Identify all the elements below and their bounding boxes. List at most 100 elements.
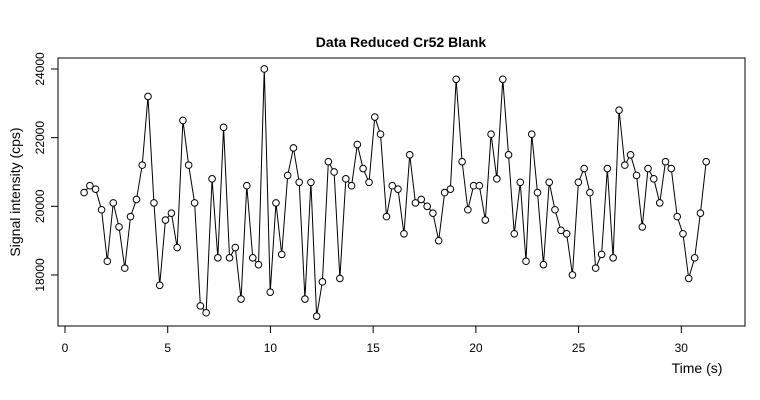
data-point <box>504 151 513 159</box>
data-point <box>91 185 100 193</box>
data-point <box>266 288 275 296</box>
data-point <box>382 212 391 221</box>
data-point <box>324 157 333 166</box>
data-point <box>208 175 216 183</box>
data-point <box>307 178 315 187</box>
data-point <box>603 164 612 173</box>
data-point <box>475 181 484 190</box>
data-point <box>103 257 112 266</box>
data-point <box>591 264 600 272</box>
x-tick-label: 5 <box>164 341 171 355</box>
x-axis-label: Time (s) <box>672 360 723 376</box>
data-point <box>690 254 699 262</box>
y-tick-label: 24000 <box>33 52 47 86</box>
data-point <box>359 164 367 173</box>
x-tick-label: 15 <box>366 341 380 355</box>
data-point <box>150 199 158 207</box>
data-point <box>120 264 129 272</box>
data-point <box>498 75 507 84</box>
y-tick-label: 20000 <box>33 189 47 223</box>
data-point <box>394 185 402 193</box>
data-point <box>481 216 490 224</box>
data-point <box>214 254 222 262</box>
data-point <box>423 202 431 211</box>
data-point <box>417 195 426 204</box>
data-point <box>365 178 373 187</box>
data-point <box>667 164 676 173</box>
x-tick-label: 10 <box>264 341 278 355</box>
data-point <box>86 181 94 190</box>
data-point <box>644 164 652 173</box>
data-point <box>458 157 466 166</box>
data-point <box>673 212 682 221</box>
data-point <box>586 188 594 197</box>
data-point <box>638 223 647 231</box>
data-point <box>289 144 298 152</box>
data-point <box>493 175 501 183</box>
data-point <box>248 254 257 262</box>
data-point <box>510 229 519 238</box>
data-point <box>144 92 152 101</box>
data-point <box>272 199 280 207</box>
data-point <box>545 178 554 187</box>
data-point <box>557 226 565 235</box>
data-point <box>411 199 420 207</box>
data-point <box>109 199 118 207</box>
data-point <box>376 130 385 139</box>
data-point <box>679 229 687 238</box>
data-line <box>83 68 707 317</box>
data-point <box>277 250 286 259</box>
data-point <box>179 116 187 125</box>
data-point <box>254 260 263 269</box>
data-point <box>400 229 408 238</box>
data-point <box>440 188 449 197</box>
data-point <box>202 308 210 317</box>
data-point <box>649 175 658 183</box>
data-point <box>115 223 123 231</box>
data-point <box>434 236 443 245</box>
data-point <box>621 161 629 169</box>
data-point <box>684 274 693 283</box>
data-point <box>225 254 234 262</box>
data-point <box>231 243 240 252</box>
data-point <box>347 181 356 190</box>
y-axis-label: Signal intensity (cps) <box>7 127 23 256</box>
data-point <box>132 195 141 204</box>
data-point <box>661 157 670 166</box>
data-point <box>580 164 588 173</box>
data-point <box>464 205 472 214</box>
data-point <box>161 216 170 224</box>
chart-title: Data Reduced Cr52 Blank <box>316 34 487 50</box>
data-point <box>655 199 664 207</box>
data-point <box>522 257 530 266</box>
data-point <box>237 295 245 303</box>
data-point <box>452 75 460 84</box>
data-point <box>516 178 525 187</box>
data-point <box>388 181 397 190</box>
data-point <box>487 130 495 139</box>
data-point <box>551 205 559 214</box>
data-point <box>353 140 362 149</box>
data-point <box>574 178 583 187</box>
data-point <box>568 271 577 279</box>
data-point <box>219 123 228 132</box>
data-point <box>173 243 181 252</box>
data-point <box>527 130 536 139</box>
data-point <box>97 205 106 214</box>
data-point <box>184 161 193 169</box>
data-point <box>155 281 164 290</box>
data-point <box>562 229 571 238</box>
data-point <box>342 175 350 183</box>
x-tick-label: 0 <box>62 341 69 355</box>
data-point <box>167 209 176 217</box>
data-point <box>80 188 88 197</box>
data-point <box>336 274 344 283</box>
data-point <box>702 157 710 166</box>
data-point <box>405 151 414 159</box>
y-tick-label: 18000 <box>33 258 47 292</box>
data-point <box>190 199 199 207</box>
data-point <box>312 312 321 320</box>
data-point <box>243 181 251 190</box>
data-point <box>696 209 705 217</box>
data-point <box>295 178 303 187</box>
